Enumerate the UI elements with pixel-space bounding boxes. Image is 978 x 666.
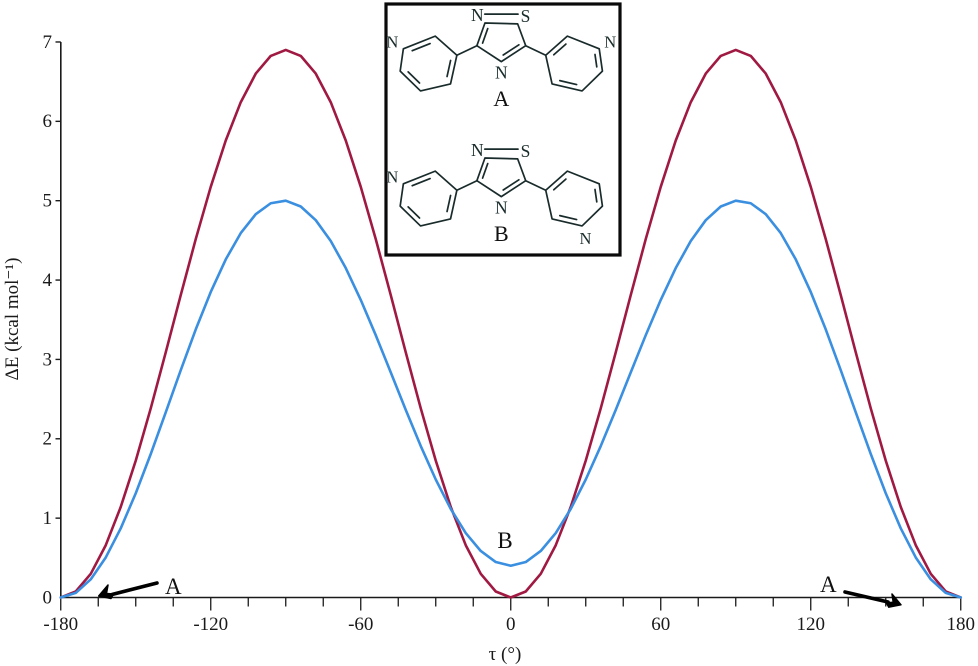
svg-text:-60: -60: [348, 614, 373, 635]
svg-text:5: 5: [43, 191, 53, 212]
svg-text:4: 4: [43, 270, 53, 291]
svg-text:6: 6: [43, 111, 53, 132]
svg-text:0: 0: [506, 614, 516, 635]
svg-text:-120: -120: [193, 614, 228, 635]
svg-text:N: N: [495, 63, 508, 83]
svg-text:-180: -180: [43, 614, 78, 635]
svg-text:N: N: [471, 5, 484, 25]
svg-text:1: 1: [43, 508, 53, 529]
svg-text:3: 3: [43, 349, 53, 370]
svg-text:60: 60: [651, 614, 670, 635]
svg-text:A: A: [820, 572, 837, 597]
svg-text:τ (°): τ (°): [489, 644, 522, 665]
svg-text:ΔE (kcal mol⁻¹): ΔE (kcal mol⁻¹): [2, 258, 23, 381]
svg-text:B: B: [497, 528, 512, 553]
svg-text:N: N: [604, 32, 616, 51]
svg-text:N: N: [495, 198, 508, 218]
svg-text:2: 2: [43, 429, 53, 450]
svg-text:0: 0: [43, 588, 53, 609]
svg-text:120: 120: [797, 614, 826, 635]
svg-text:N: N: [580, 229, 592, 248]
svg-text:S: S: [521, 6, 531, 26]
svg-text:A: A: [493, 86, 509, 111]
svg-text:S: S: [521, 141, 531, 161]
svg-text:N: N: [471, 140, 484, 160]
svg-text:A: A: [165, 574, 182, 599]
svg-text:180: 180: [947, 614, 976, 635]
svg-text:B: B: [494, 221, 509, 246]
svg-text:N: N: [386, 167, 398, 186]
svg-text:N: N: [386, 32, 398, 51]
svg-text:7: 7: [43, 32, 53, 53]
